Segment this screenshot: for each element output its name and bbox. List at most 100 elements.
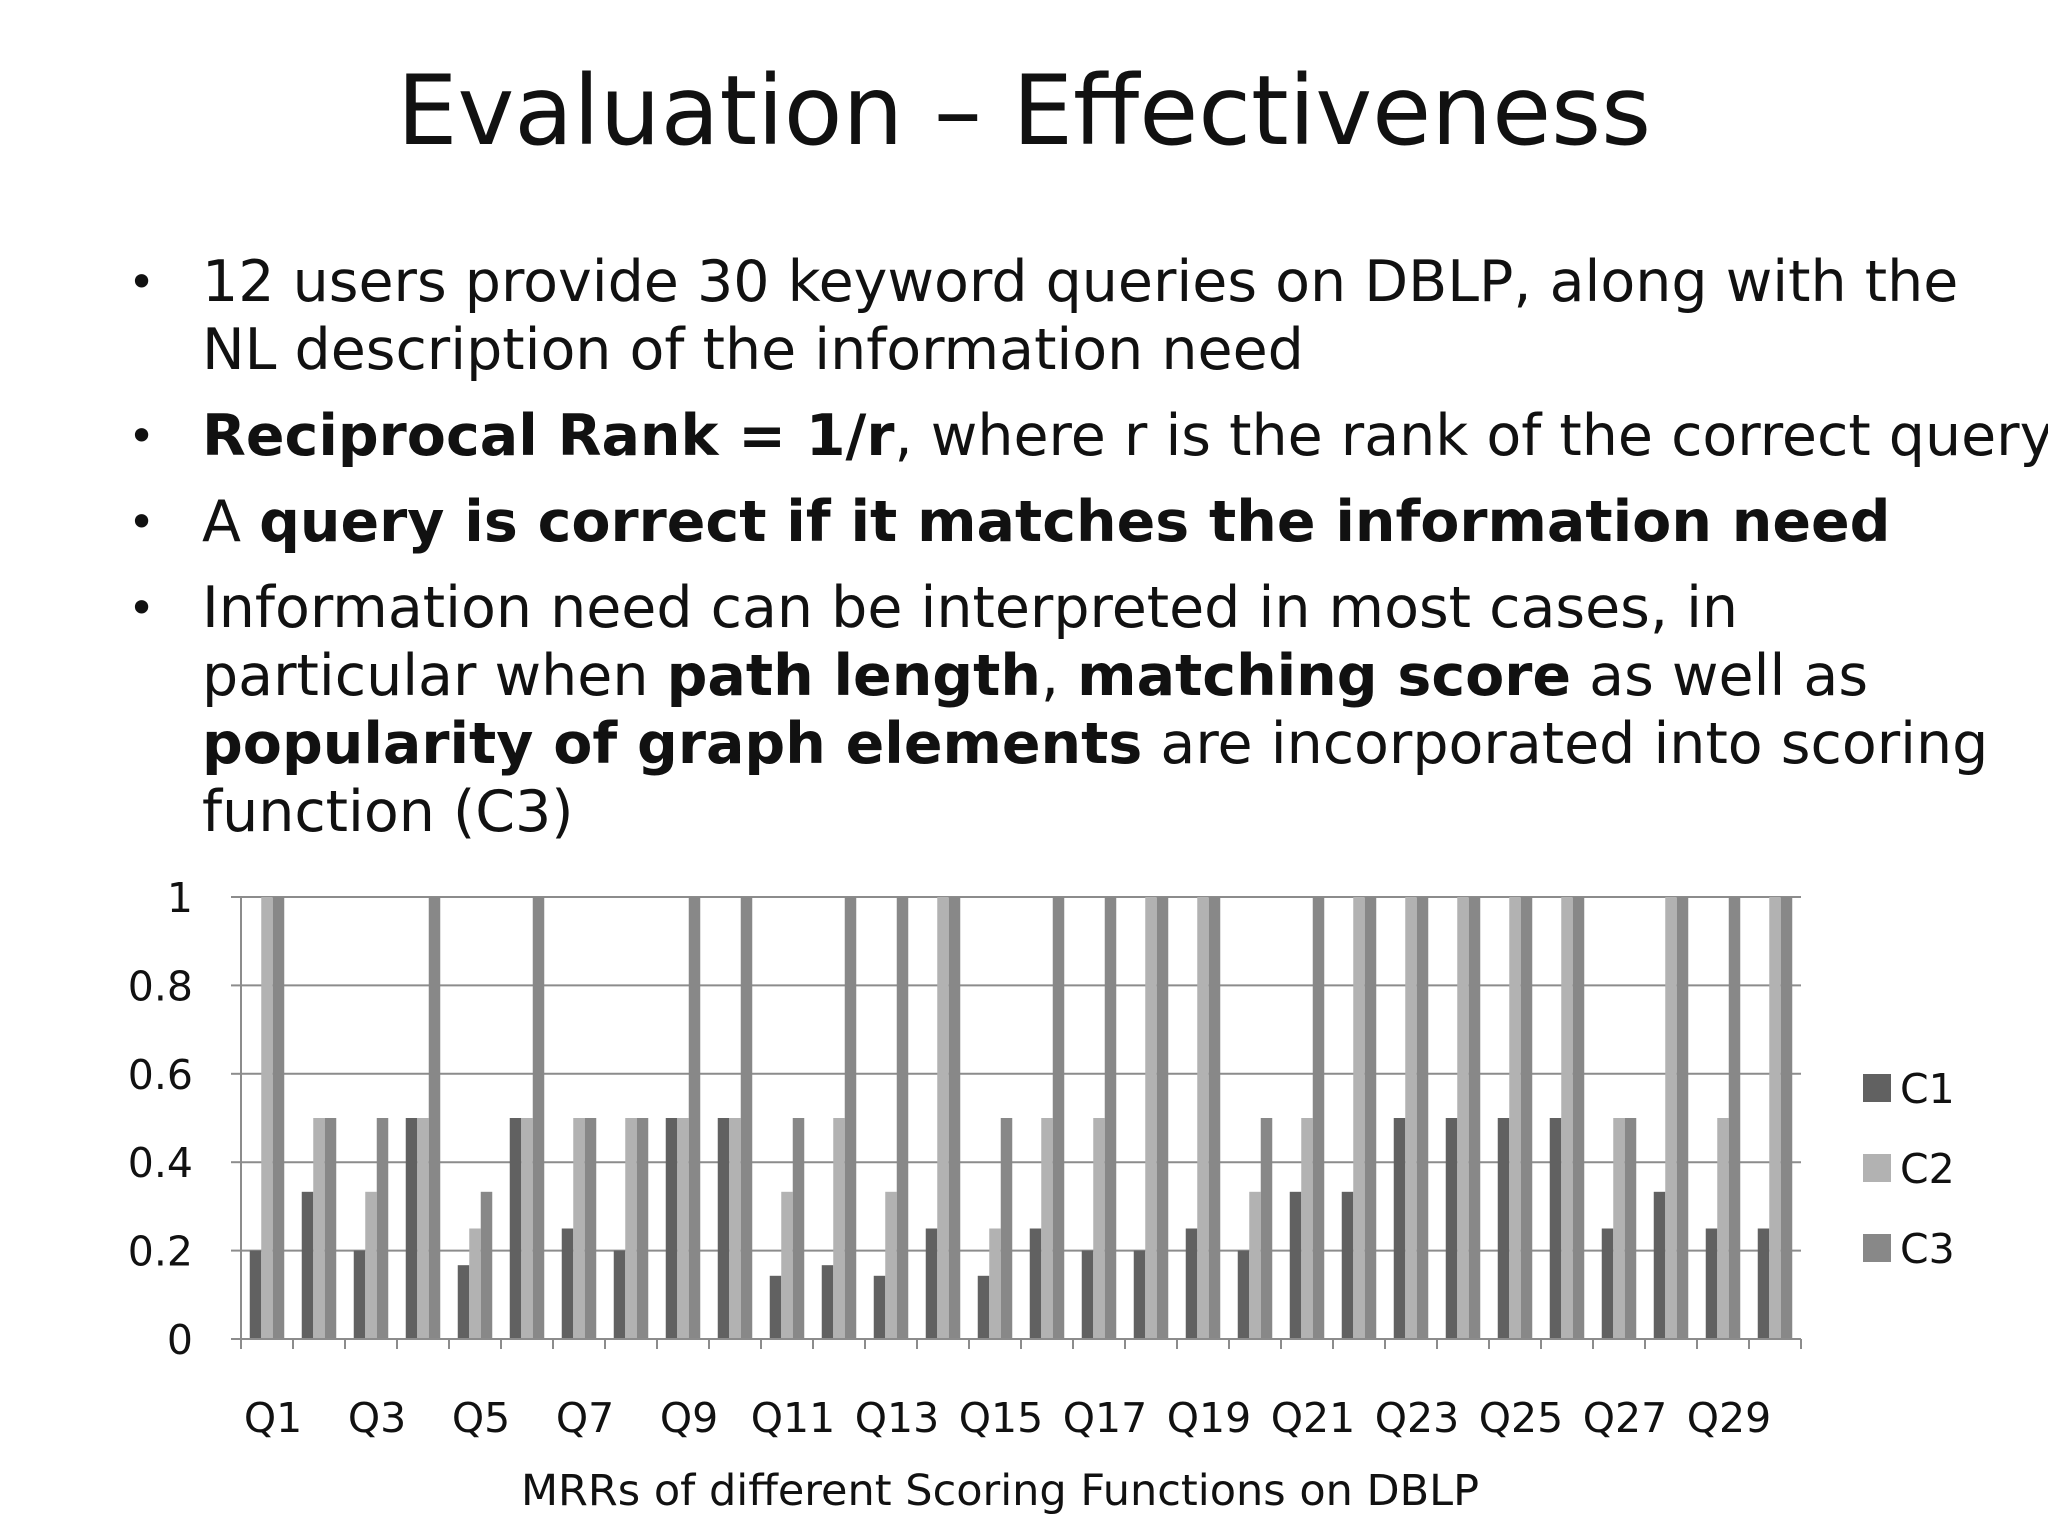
text: Information need can be interpreted in m… xyxy=(202,575,1739,641)
bold-text: popularity of graph elements xyxy=(202,711,1143,777)
bullet-list: • 12 users provide 30 keyword queries on … xyxy=(128,249,2048,846)
bar-c1-q28 xyxy=(1653,1191,1666,1339)
bar-c2-q1 xyxy=(261,897,273,1339)
bar-c2-q27 xyxy=(1613,1118,1625,1339)
y-tick-label: 0.8 xyxy=(128,962,193,1010)
bar-c3-q5 xyxy=(480,1191,493,1339)
text: NL description of the information need xyxy=(202,317,1304,383)
bar-c1-q3 xyxy=(353,1250,366,1339)
bar-c1-q20 xyxy=(1237,1250,1250,1339)
bar-c2-q2 xyxy=(313,1118,325,1339)
legend-swatch-c3 xyxy=(1863,1234,1891,1262)
bar-c2-q15 xyxy=(989,1228,1001,1339)
bar-c3-q11 xyxy=(792,1118,805,1339)
text: function (C3) xyxy=(202,779,574,845)
bar-c3-q21 xyxy=(1312,897,1325,1339)
bar-c3-q14 xyxy=(948,897,961,1339)
axes: 0 0.2 0.4 0.6 0.8 1 Q1 Q3 Q5 Q7 Q9 Q11 Q13 Q15 Q17 Q19 Q… xyxy=(128,874,1802,1442)
bar-c2-q6 xyxy=(521,1118,533,1339)
bar-c1-q23 xyxy=(1393,1118,1406,1339)
bullet-4-line: function (C3) xyxy=(202,778,574,846)
bar-c2-q24 xyxy=(1457,897,1469,1339)
bar-c2-q17 xyxy=(1093,1118,1105,1339)
bar-c3-q2 xyxy=(324,1118,337,1339)
bar-c1-q8 xyxy=(613,1250,626,1339)
bar-c3-q27 xyxy=(1624,1118,1637,1339)
bar-c3-q9 xyxy=(688,897,701,1339)
bar-c3-q1 xyxy=(272,897,285,1339)
bar-c1-q13 xyxy=(873,1275,886,1339)
bar-c1-q16 xyxy=(1029,1228,1042,1339)
bar-c3-q23 xyxy=(1416,897,1429,1339)
bar-c3-q16 xyxy=(1052,897,1065,1339)
slide-title: Evaluation – Effectiveness xyxy=(396,55,1652,167)
bar-c1-q27 xyxy=(1601,1228,1614,1339)
bar-c1-q15 xyxy=(977,1275,990,1339)
bar-c1-q5 xyxy=(457,1265,470,1339)
bar-c2-q8 xyxy=(625,1118,637,1339)
bar-c2-q25 xyxy=(1509,897,1521,1339)
bar-c3-q8 xyxy=(636,1118,649,1339)
bar-c3-q6 xyxy=(532,897,545,1339)
bar-c2-q20 xyxy=(1249,1191,1261,1339)
bar-c1-q4 xyxy=(405,1118,418,1339)
x-tick-label: Q17 xyxy=(1063,1394,1147,1442)
bar-c1-q29 xyxy=(1705,1228,1718,1339)
bar-c1-q19 xyxy=(1185,1228,1198,1339)
gridlines xyxy=(241,896,1801,1252)
legend-label-c3: C3 xyxy=(1900,1225,1955,1273)
bullet-marker: • xyxy=(128,255,156,309)
bar-c3-q12 xyxy=(844,897,857,1339)
bar-c3-q30 xyxy=(1780,897,1793,1339)
bullet-3-line: A query is correct if it matches the inf… xyxy=(202,488,1890,556)
bar-c1-q26 xyxy=(1549,1118,1562,1339)
x-tick-label: Q23 xyxy=(1375,1394,1459,1442)
x-tick-label: Q11 xyxy=(751,1394,835,1442)
bar-c3-q4 xyxy=(428,897,441,1339)
y-tick-label: 0 xyxy=(167,1316,193,1364)
bullet-2-line: Reciprocal Rank = 1/r, where r is the ra… xyxy=(202,402,2048,470)
bar-c1-q11 xyxy=(769,1275,782,1339)
bold-text: matching score xyxy=(1077,643,1572,709)
bar-c1-q6 xyxy=(509,1118,522,1339)
x-tick-label: Q7 xyxy=(556,1394,614,1442)
text: particular when xyxy=(202,643,667,709)
text: 12 users provide 30 keyword queries on D… xyxy=(202,249,1959,315)
legend-label-c1: C1 xyxy=(1900,1065,1955,1113)
x-tick-label: Q21 xyxy=(1271,1394,1355,1442)
text: as well as xyxy=(1571,643,1869,709)
bar-c2-q18 xyxy=(1145,897,1157,1339)
bar-c3-q26 xyxy=(1572,897,1585,1339)
bar-c2-q23 xyxy=(1405,897,1417,1339)
x-axis-label: MRRs of different Scoring Functions on D… xyxy=(521,1466,1479,1516)
x-tick-label: Q25 xyxy=(1479,1394,1563,1442)
bar-c2-q13 xyxy=(885,1191,897,1339)
bar-c2-q3 xyxy=(365,1191,377,1339)
bar-c1-q14 xyxy=(925,1228,938,1339)
text: are incorporated into scoring xyxy=(1142,711,1989,777)
bar-c3-q24 xyxy=(1468,897,1481,1339)
bar-c3-q28 xyxy=(1676,897,1689,1339)
bar-c1-q12 xyxy=(821,1265,834,1339)
bar-c3-q13 xyxy=(896,897,909,1339)
bold-text: Reciprocal Rank = 1/r xyxy=(202,403,895,469)
x-tick-label: Q29 xyxy=(1687,1394,1771,1442)
bar-c3-q17 xyxy=(1104,897,1117,1339)
bullet-4-line: particular when path length, matching sc… xyxy=(202,642,1868,710)
bold-text: query is correct if it matches the infor… xyxy=(259,489,1891,555)
x-tick-label: Q27 xyxy=(1583,1394,1667,1442)
x-tick-label: Q13 xyxy=(855,1394,939,1442)
bars xyxy=(249,897,1793,1339)
bar-c1-q2 xyxy=(301,1191,314,1339)
bold-text: path length xyxy=(666,643,1041,709)
bar-c2-q16 xyxy=(1041,1118,1053,1339)
bullet-marker: • xyxy=(128,409,156,463)
bar-c2-q9 xyxy=(677,1118,689,1339)
bar-c1-q1 xyxy=(249,1250,262,1339)
y-tick-label: 0.6 xyxy=(128,1051,193,1099)
legend: C1 C2 C3 xyxy=(1863,1065,1955,1273)
bullet-4-line: popularity of graph elements are incorpo… xyxy=(202,710,1988,778)
legend-label-c2: C2 xyxy=(1900,1145,1955,1193)
bar-c1-q10 xyxy=(717,1118,730,1339)
